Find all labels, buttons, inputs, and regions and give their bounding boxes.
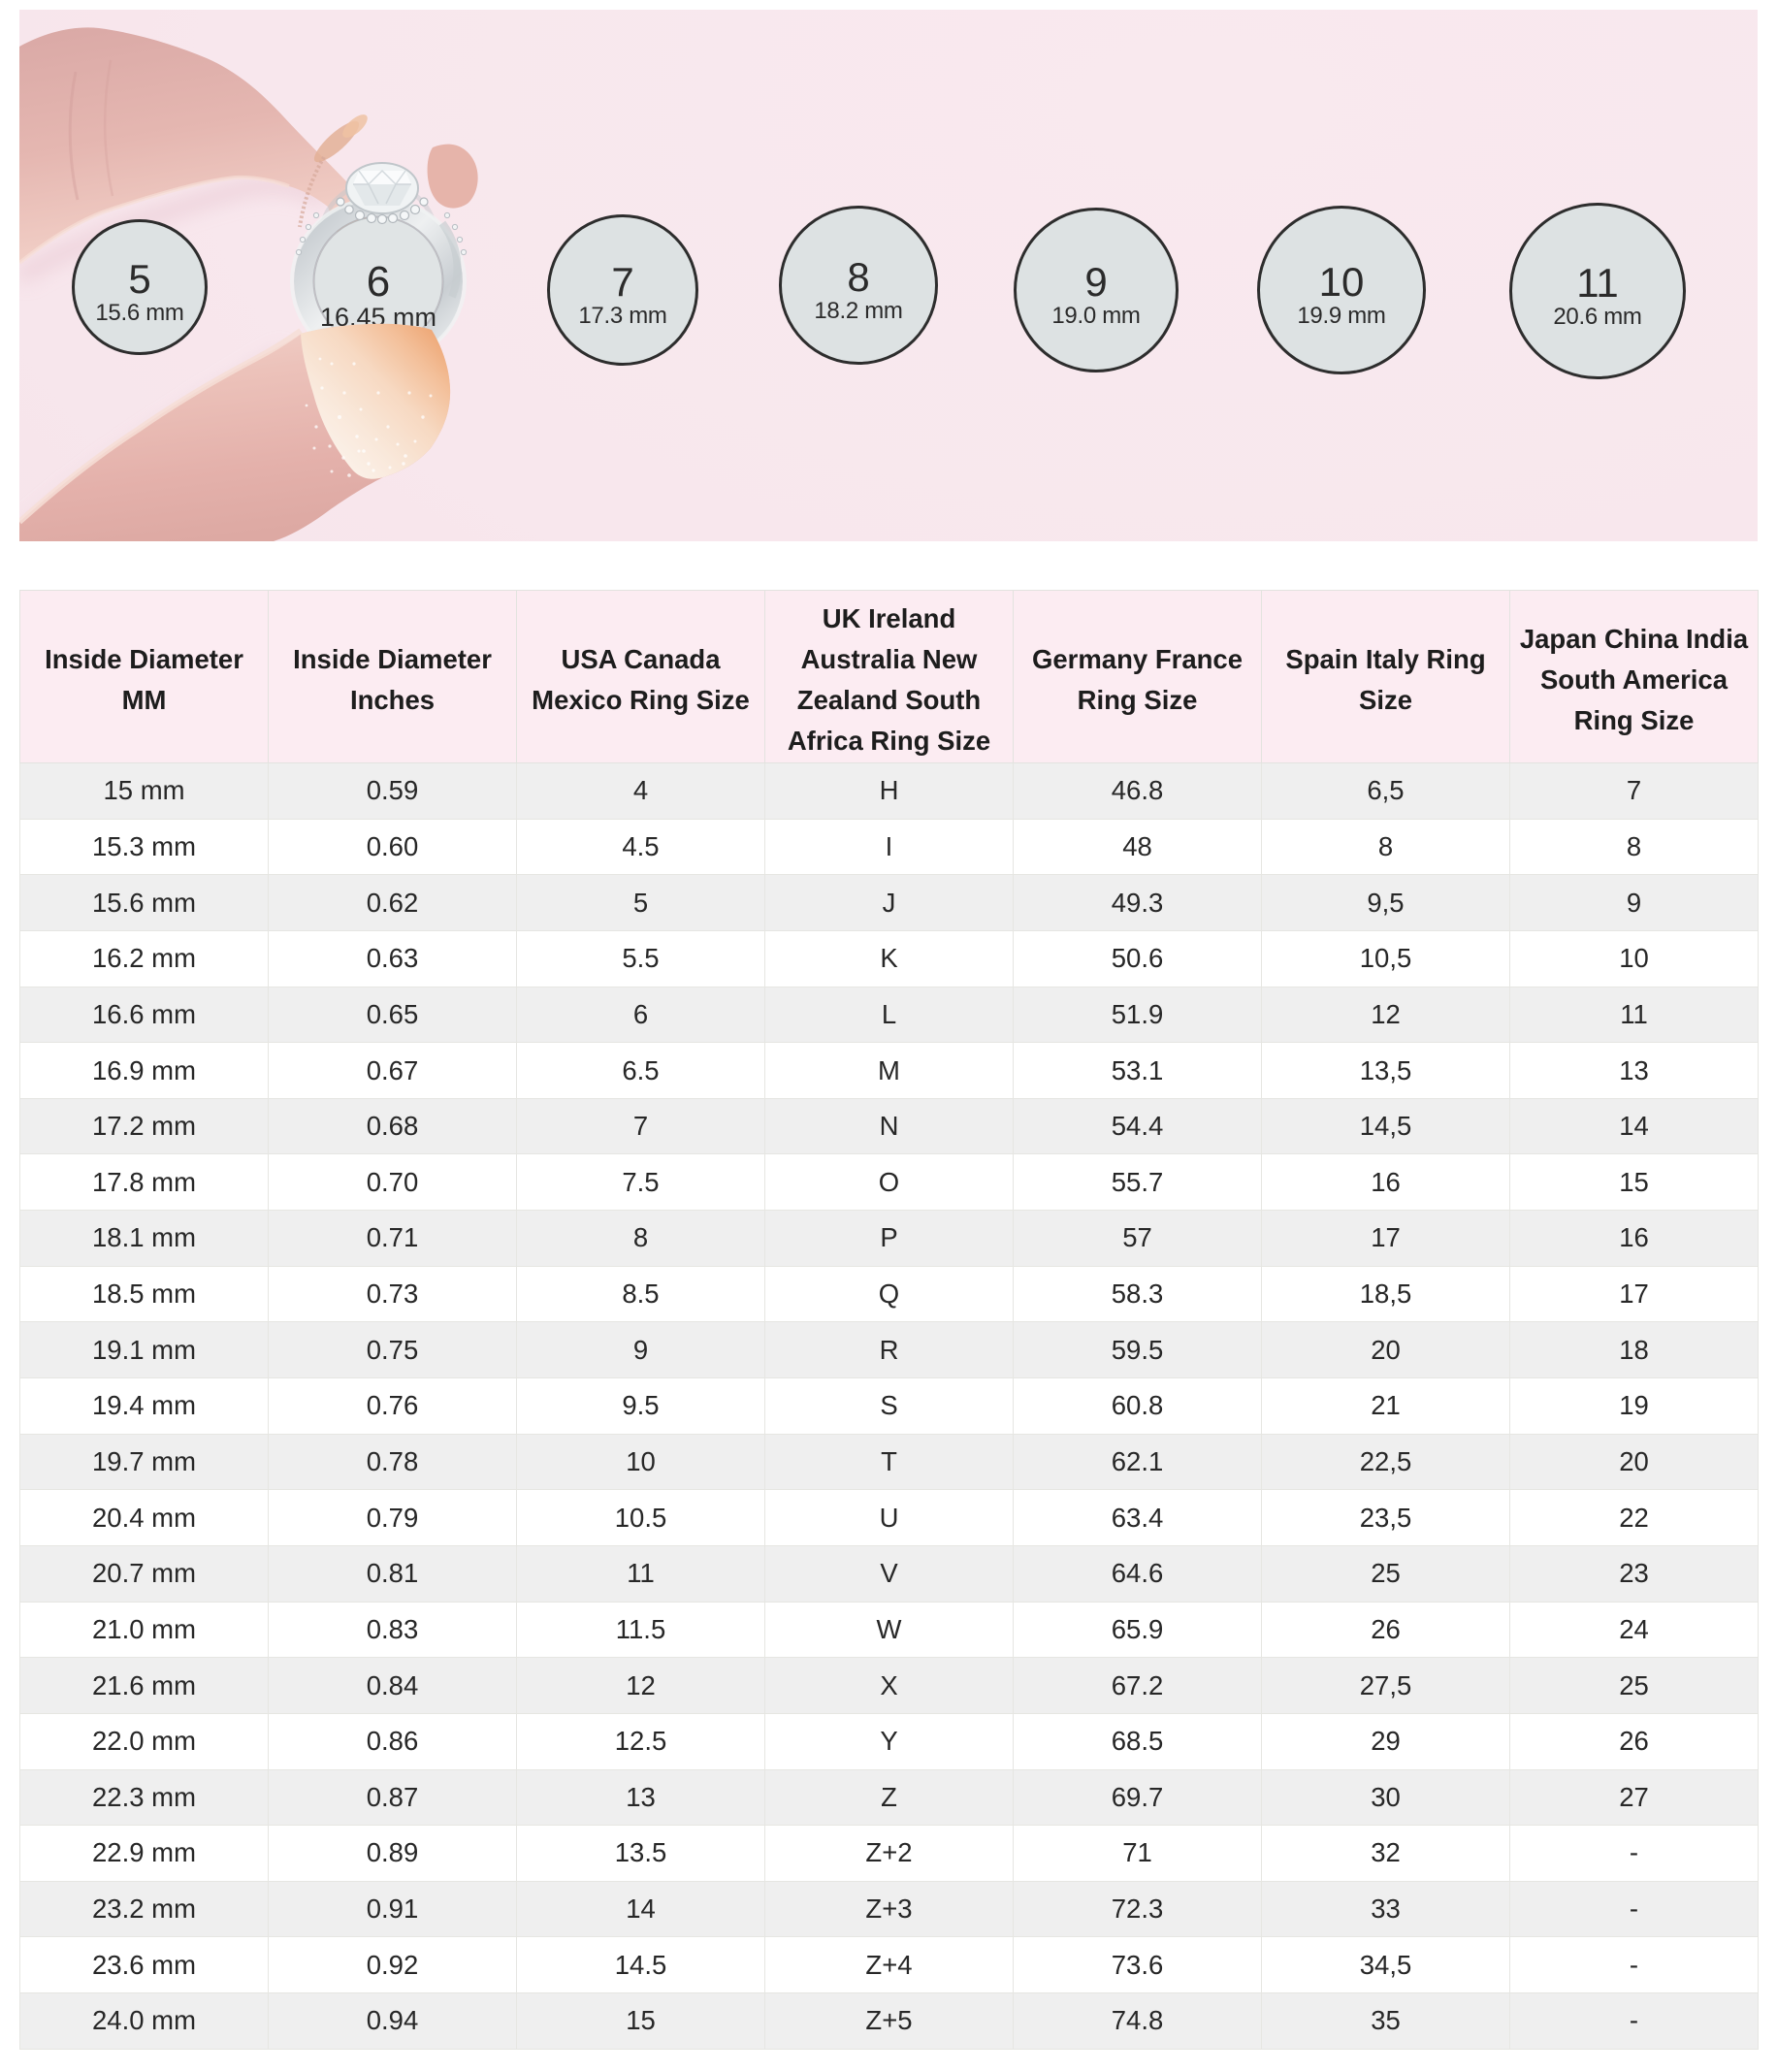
svg-text:6: 6	[367, 258, 390, 306]
